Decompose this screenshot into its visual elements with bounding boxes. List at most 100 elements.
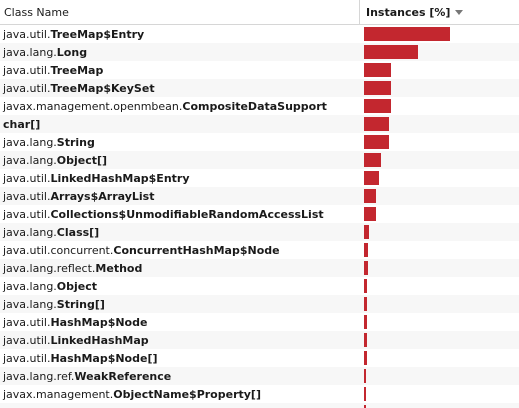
instances-cell [360, 331, 519, 349]
class-simple-name: TreeMap [50, 63, 104, 77]
instances-cell [360, 151, 519, 169]
package-name: java.lang. [3, 279, 57, 293]
class-name-cell: java.util.TreeMap$KeySet [0, 82, 360, 95]
package-name: java.util. [3, 63, 51, 77]
instances-cell [360, 277, 519, 295]
class-name-cell: char[] [0, 118, 360, 131]
table-row[interactable]: java.util.HashMap$Node[] [0, 349, 519, 367]
class-name-cell: java.lang.Object [0, 280, 360, 293]
class-name-cell: java.lang.Class[] [0, 226, 360, 239]
instances-cell [360, 241, 519, 259]
class-simple-name: HashMap$Node [50, 315, 148, 329]
instances-bar [364, 117, 389, 131]
instances-bar [364, 261, 368, 275]
table-row[interactable]: java.util.LinkedHashMap$Entry [0, 169, 519, 187]
package-name: java.lang. [3, 225, 57, 239]
instances-cell [360, 295, 519, 313]
instances-bar [364, 405, 366, 408]
class-name-cell: java.lang.String [0, 136, 360, 149]
instances-bar [364, 45, 418, 59]
table-row[interactable]: java.util.HashMap$Node [0, 313, 519, 331]
instances-bar [364, 27, 450, 41]
instances-bar [364, 351, 367, 365]
instances-cell [360, 43, 519, 61]
package-name: java.util. [3, 351, 51, 365]
class-simple-name: String[] [56, 297, 105, 311]
table-row[interactable]: java.lang.Object[] [0, 151, 519, 169]
table-body: java.util.TreeMap$Entry java.lang.Long jav… [0, 25, 519, 408]
instances-bar [364, 297, 367, 311]
instances-bar [364, 207, 376, 221]
class-name-cell: java.util.TreeMap [0, 64, 360, 77]
table-row[interactable]: java.lang.Class[] [0, 223, 519, 241]
class-name-cell: java.util.LinkedHashMap [0, 334, 360, 347]
class-simple-name: Method [95, 261, 143, 275]
class-simple-name: ObjectName$Property [113, 406, 251, 408]
table-row[interactable]: java.util.TreeMap$KeySet [0, 79, 519, 97]
class-simple-name: HashMap$Node[] [50, 351, 158, 365]
package-name: java.util. [3, 315, 51, 329]
table-row[interactable]: javax.management.ObjectName$Property [0, 403, 519, 408]
class-simple-name: CompositeDataSupport [182, 99, 327, 113]
table-row[interactable]: java.lang.Long [0, 43, 519, 61]
table-row[interactable]: java.lang.reflect.Method [0, 259, 519, 277]
class-simple-name: TreeMap$Entry [50, 27, 145, 41]
class-simple-name: LinkedHashMap$Entry [50, 171, 190, 185]
instances-cell [360, 259, 519, 277]
class-name-cell: java.lang.String[] [0, 298, 360, 311]
table-row[interactable]: java.lang.Object [0, 277, 519, 295]
package-name: java.lang. [3, 297, 57, 311]
instances-bar [364, 225, 369, 239]
table-row[interactable]: java.util.concurrent.ConcurrentHashMap$N… [0, 241, 519, 259]
class-simple-name: Object [56, 279, 98, 293]
sort-descending-icon[interactable] [455, 10, 464, 15]
class-name-cell: java.util.LinkedHashMap$Entry [0, 172, 360, 185]
instances-bar [364, 333, 367, 347]
instances-bar [364, 135, 389, 149]
class-name-column-header[interactable]: Class Name [0, 0, 360, 24]
table-row[interactable]: javax.management.ObjectName$Property[] [0, 385, 519, 403]
class-name-cell: java.util.TreeMap$Entry [0, 28, 360, 41]
table-row[interactable]: java.lang.String [0, 133, 519, 151]
table-row[interactable]: java.lang.ref.WeakReference [0, 367, 519, 385]
instances-cell [360, 403, 519, 408]
instances-header-label: Instances [%] [366, 5, 451, 19]
package-name: java.util. [3, 333, 51, 347]
class-simple-name: char[] [3, 117, 41, 131]
instances-cell [360, 133, 519, 151]
instances-bar [364, 81, 391, 95]
table-header: Class Name Instances [%] [0, 0, 519, 25]
instances-bar [364, 387, 366, 401]
table-row[interactable]: java.util.TreeMap$Entry [0, 25, 519, 43]
class-simple-name: ObjectName$Property[] [113, 387, 261, 401]
table-row[interactable]: java.util.TreeMap [0, 61, 519, 79]
instances-cell [360, 61, 519, 79]
class-simple-name: Long [56, 45, 88, 59]
class-name-cell: java.lang.Object[] [0, 154, 360, 167]
instances-bar [364, 315, 367, 329]
package-name: java.lang.ref. [3, 369, 75, 383]
table-row[interactable]: java.lang.String[] [0, 295, 519, 313]
table-row[interactable]: java.util.Collections$UnmodifiableRandom… [0, 205, 519, 223]
package-name: java.util.concurrent. [3, 243, 114, 257]
class-name-cell: java.util.HashMap$Node[] [0, 352, 360, 365]
package-name: java.lang. [3, 135, 57, 149]
class-name-cell: java.util.Collections$UnmodifiableRandom… [0, 208, 360, 221]
table-row[interactable]: char[] [0, 115, 519, 133]
table-row[interactable]: javax.management.openmbean.CompositeData… [0, 97, 519, 115]
package-name: javax.management. [3, 406, 113, 408]
package-name: java.util. [3, 81, 51, 95]
instances-cell [360, 313, 519, 331]
class-name-cell: java.lang.reflect.Method [0, 262, 360, 275]
table-row[interactable]: java.util.LinkedHashMap [0, 331, 519, 349]
table-row[interactable]: java.util.Arrays$ArrayList [0, 187, 519, 205]
class-name-cell: java.lang.ref.WeakReference [0, 370, 360, 383]
class-simple-name: Arrays$ArrayList [50, 189, 155, 203]
class-simple-name: TreeMap$KeySet [50, 81, 155, 95]
package-name: java.lang. [3, 153, 57, 167]
package-name: java.util. [3, 189, 51, 203]
instances-cell [360, 367, 519, 385]
instances-column-header[interactable]: Instances [%] [360, 0, 519, 24]
class-name-cell: java.lang.Long [0, 46, 360, 59]
